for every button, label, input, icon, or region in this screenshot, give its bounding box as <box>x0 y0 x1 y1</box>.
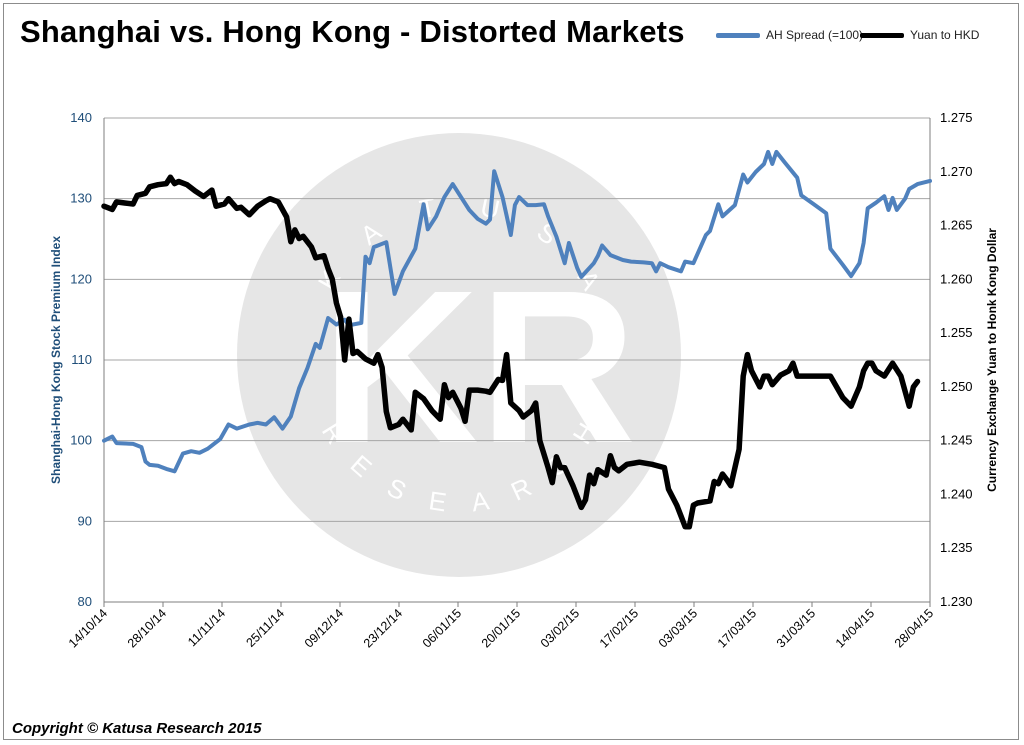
x-tick-label-11: 17/03/15 <box>715 606 759 650</box>
chart-title: Shanghai vs. Hong Kong - Distorted Marke… <box>20 14 685 49</box>
x-tick-label-13: 14/04/15 <box>833 606 877 650</box>
y-left-tick-label-4: 120 <box>70 271 92 286</box>
y-left-axis-title: Shanghai-Hong Kong Stock Premium Index <box>49 236 63 484</box>
series-line-ah-spread <box>102 149 932 474</box>
legend-yuan-hkd: Yuan to HKD <box>860 28 979 42</box>
y-left-tick-label-0: 80 <box>78 594 92 609</box>
y-left-tick-label-6: 140 <box>70 110 92 125</box>
x-tick-label-10: 03/03/15 <box>656 606 700 650</box>
x-tick-label-2: 11/11/14 <box>185 606 228 649</box>
y-right-tick-label-3: 1.245 <box>940 433 973 448</box>
y-right-axis-title: Currency Exchange Yuan to Honk Kong Doll… <box>985 228 999 492</box>
series-line-yuan-hkd <box>101 174 921 530</box>
x-tick-label-9: 17/02/15 <box>597 606 641 650</box>
legend-swatch-ah-spread <box>716 32 760 38</box>
legend-label-ah-spread: AH Spread (=100) <box>766 28 864 42</box>
y-right-tick-label-5: 1.255 <box>940 325 973 340</box>
y-right-tick-label-7: 1.265 <box>940 218 973 233</box>
x-tick-label-12: 31/03/15 <box>774 606 818 650</box>
x-tick-label-7: 20/01/15 <box>479 606 523 650</box>
x-tick-label-5: 23/12/14 <box>361 606 405 650</box>
y-left-tick-label-5: 130 <box>70 191 92 206</box>
series-lines <box>101 149 932 530</box>
x-tick-label-8: 03/02/15 <box>538 606 582 650</box>
chart-frame <box>3 3 1019 740</box>
watermark-bottom-letter-3: E <box>427 485 448 517</box>
x-tick-label-14: 28/04/15 <box>892 606 936 650</box>
legend-swatch-yuan-hkd <box>860 32 904 38</box>
x-tick-label-3: 25/11/14 <box>243 606 287 650</box>
x-tick-label-6: 06/01/15 <box>420 606 464 650</box>
legend-label-yuan-hkd: Yuan to HKD <box>910 28 980 42</box>
y-left-tick-label-3: 110 <box>71 352 92 367</box>
y-left-tick-label-2: 100 <box>70 433 92 448</box>
x-tick-label-0: 14/10/14 <box>66 606 110 650</box>
copyright-text: Copyright © Katusa Research 2015 <box>12 720 262 737</box>
y-right-tick-label-0: 1.230 <box>940 594 973 609</box>
y-left-tick-label-1: 90 <box>78 513 92 528</box>
watermark-initials: KR <box>322 246 637 489</box>
y-right-tick-label-9: 1.275 <box>940 110 973 125</box>
y-right-tick-label-8: 1.270 <box>940 164 973 179</box>
watermark-bottom-letter-4: A <box>470 485 492 517</box>
y-right-tick-label-2: 1.240 <box>940 486 973 501</box>
y-right-tick-label-6: 1.260 <box>940 271 973 286</box>
x-tick-label-1: 28/10/14 <box>125 606 169 650</box>
x-tick-label-4: 09/12/14 <box>302 606 346 650</box>
legend-ah-spread: AH Spread (=100) <box>716 28 863 42</box>
y-right-tick-label-4: 1.250 <box>940 379 973 394</box>
y-right-tick-label-1: 1.235 <box>940 540 973 555</box>
